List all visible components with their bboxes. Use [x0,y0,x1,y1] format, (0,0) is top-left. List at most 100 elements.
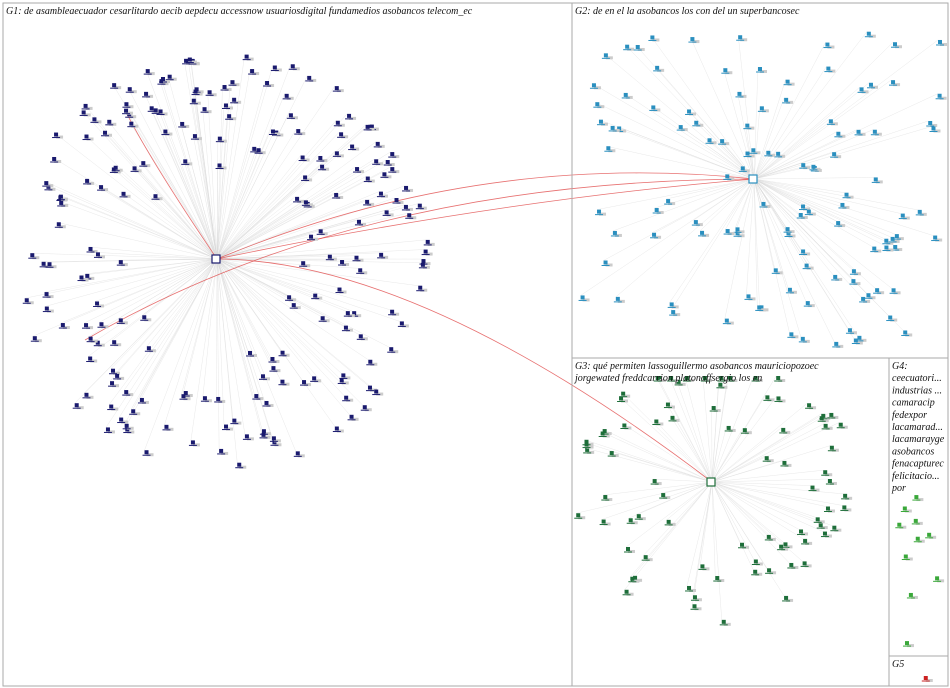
node [828,119,833,124]
edge [216,258,292,304]
node [358,268,363,273]
edge [753,106,761,180]
edge [216,136,219,260]
edge [753,93,938,180]
node [121,191,126,196]
edge [753,178,790,333]
node [861,296,866,301]
edge [711,481,768,569]
node [866,31,871,36]
cross-edge [216,172,755,260]
cross-edge [84,178,755,341]
edge [216,258,340,379]
edge [216,97,233,260]
node [291,303,296,308]
edge [711,423,824,483]
node [623,92,628,97]
node [757,67,762,72]
node [407,213,412,218]
edge [95,258,218,341]
node [872,246,877,251]
edge [585,447,713,483]
node [375,141,380,146]
edge [601,481,713,520]
node [365,199,370,204]
edge [610,125,755,180]
node [823,423,828,428]
node [153,194,158,199]
edge [216,258,313,377]
edge [753,177,874,180]
node [715,576,720,581]
edge [668,375,713,483]
node [187,57,192,62]
edge [699,178,755,232]
edge [215,258,218,397]
edge [216,258,345,396]
node [725,174,730,179]
node [745,123,750,128]
node [344,395,349,400]
node [390,309,395,314]
node [822,531,827,536]
edge [59,200,218,260]
node [624,589,629,594]
edge [753,178,918,211]
edge [216,258,220,449]
node [615,296,620,301]
node [833,274,838,279]
node [650,35,655,40]
edge [700,481,713,565]
edge [737,91,755,180]
edge [711,412,830,483]
group-box [888,655,949,687]
node [288,113,293,118]
edge [216,258,262,433]
edge [753,178,904,331]
node [118,318,123,323]
edge [216,85,223,260]
node [636,514,641,519]
node [753,376,758,380]
node [751,148,756,153]
node [693,220,698,225]
node [261,432,266,437]
node [264,400,269,405]
node [585,447,590,452]
node [254,394,259,399]
node [643,555,648,560]
node [56,222,61,227]
node [584,442,589,447]
node [110,381,115,386]
node [41,261,46,266]
node [404,185,409,190]
node [576,513,581,518]
edge [707,138,755,180]
node [30,253,35,258]
edge [53,132,218,260]
edge [622,423,713,483]
node [378,191,383,196]
edge [216,65,274,260]
node [334,426,339,431]
node [224,424,229,429]
node [343,325,348,330]
node [595,102,600,107]
edge [711,481,800,530]
node [355,167,360,172]
edge [216,258,225,425]
edge [216,258,246,435]
node [92,117,97,122]
edge [753,131,837,180]
node [619,396,624,401]
edge [216,258,336,427]
node [652,232,657,237]
edge [686,481,713,587]
edge [753,162,802,180]
edge [753,82,870,180]
node [884,238,889,243]
edge [753,178,760,306]
node [799,529,804,534]
edge [636,481,713,515]
node [803,538,808,543]
